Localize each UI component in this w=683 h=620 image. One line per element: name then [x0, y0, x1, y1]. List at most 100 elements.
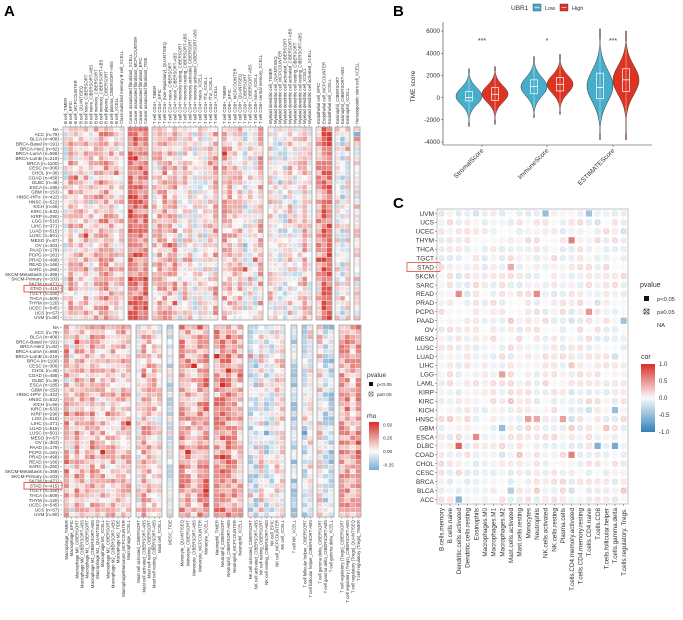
row-label: DLBC (n=48) — [32, 378, 59, 383]
heatmap-cell — [321, 127, 327, 132]
heatmap-cell — [302, 349, 308, 354]
heatmap-cell — [108, 141, 114, 147]
heatmap-cell — [287, 132, 293, 137]
heatmap-cell — [225, 392, 232, 397]
heatmap-cell — [108, 185, 114, 190]
heatmap-cell — [264, 402, 269, 407]
nonsignificant-cross — [264, 359, 269, 363]
nonsignificant-cross — [173, 315, 177, 320]
nonsignificant-cross — [136, 412, 141, 416]
heatmap-cell — [182, 257, 188, 262]
heatmap-cell — [98, 180, 104, 185]
heatmap-cell — [253, 387, 259, 392]
heatmap-cell — [282, 223, 288, 229]
nonsignificant-cross — [280, 392, 285, 397]
heatmap-cell — [316, 262, 322, 267]
heatmap-cell — [128, 170, 133, 176]
heatmap-cell — [273, 286, 278, 291]
heatmap-cell — [339, 430, 345, 436]
heatmap-cell — [83, 218, 89, 224]
heatmap-cell — [220, 435, 226, 440]
heatmap-cell — [297, 223, 303, 229]
heatmap-cell — [248, 478, 254, 484]
heatmap-cell — [203, 402, 209, 407]
heatmap-cell — [133, 257, 138, 262]
nonsignificant-cross — [136, 440, 141, 445]
heatmap-cell — [119, 310, 124, 315]
nonsignificant-cross — [283, 142, 287, 146]
nonsignificant-cross — [238, 137, 242, 141]
heatmap-cell — [340, 136, 345, 142]
nonsignificant-cross — [298, 180, 302, 185]
heatmap-cell — [307, 136, 312, 142]
heatmap-cell — [119, 300, 124, 306]
heatmap-cell — [292, 189, 298, 195]
heatmap-cell — [355, 421, 361, 426]
heatmap-cell — [222, 180, 227, 185]
heatmap-cell — [340, 214, 345, 219]
heatmap-cell — [345, 136, 350, 142]
heatmap-cell — [98, 296, 104, 301]
heatmap-cell — [79, 363, 85, 368]
heatmap-cell — [73, 252, 79, 258]
heatmap-cell — [84, 498, 90, 503]
heatmap-cell — [344, 334, 350, 340]
heatmap-cell — [213, 170, 218, 176]
heatmap-cell — [179, 474, 185, 479]
heatmap-cell — [258, 474, 264, 479]
heatmap-cell — [202, 243, 208, 248]
heatmap-cell — [167, 435, 173, 440]
heatmap-cell — [157, 507, 162, 512]
nonsignificant-cross — [288, 306, 292, 310]
heatmap-cell — [326, 180, 332, 185]
heatmap-cell — [79, 459, 85, 464]
heatmap-cell — [98, 194, 104, 200]
row-label: READ (n=166) — [29, 459, 59, 464]
heatmap-cell — [197, 300, 203, 306]
heatmap-cell — [202, 233, 208, 238]
heatmap-cell — [292, 247, 298, 253]
heatmap-cell — [128, 180, 133, 185]
heatmap-cell — [302, 214, 307, 219]
row-label: SKCM-Metastasis (n=368) — [5, 469, 59, 474]
heatmap-cell — [282, 218, 288, 224]
nonsignificant-cross — [283, 243, 287, 247]
heatmap-cell — [84, 488, 90, 493]
heatmap-cell — [339, 416, 345, 421]
heatmap-cell — [146, 478, 152, 484]
heatmap-cell — [100, 454, 106, 460]
heatmap-cell — [237, 185, 243, 190]
heatmap-cell — [120, 430, 126, 436]
heatmap-cell — [141, 358, 147, 364]
heatmap-cell — [225, 349, 232, 354]
heatmap-cell — [108, 204, 114, 209]
heatmap-cell — [177, 281, 183, 287]
heatmap-cell — [84, 493, 90, 498]
heatmap-cell — [258, 257, 263, 262]
heatmap-group-frame — [127, 126, 149, 321]
heatmap-cell — [172, 136, 178, 142]
heatmap-cell — [185, 430, 191, 436]
heatmap-cell — [115, 435, 121, 440]
heatmap-cell — [83, 286, 89, 291]
heatmap-cell — [100, 334, 106, 340]
heatmap-cell — [326, 252, 332, 258]
heatmap-cell — [157, 156, 162, 161]
nonsignificant-cross — [275, 340, 280, 344]
nonsignificant-cross — [258, 233, 263, 238]
heatmap-cell — [115, 488, 121, 493]
heatmap-cell — [222, 271, 227, 277]
heatmap-cell — [231, 450, 237, 455]
heatmap-cell — [345, 156, 350, 161]
heatmap-cell — [321, 296, 327, 301]
heatmap-cell — [126, 488, 131, 493]
nonsignificant-cross — [80, 354, 84, 358]
heatmap-cell — [252, 300, 258, 306]
heatmap-cell — [128, 209, 133, 214]
heatmap-cell — [227, 127, 233, 132]
heatmap-cell — [231, 430, 237, 436]
column-label: Macrophage M1_XCELL — [100, 519, 105, 567]
heatmap-cell — [297, 305, 303, 311]
heatmap-cell — [208, 151, 213, 156]
heatmap-cell — [185, 325, 191, 330]
